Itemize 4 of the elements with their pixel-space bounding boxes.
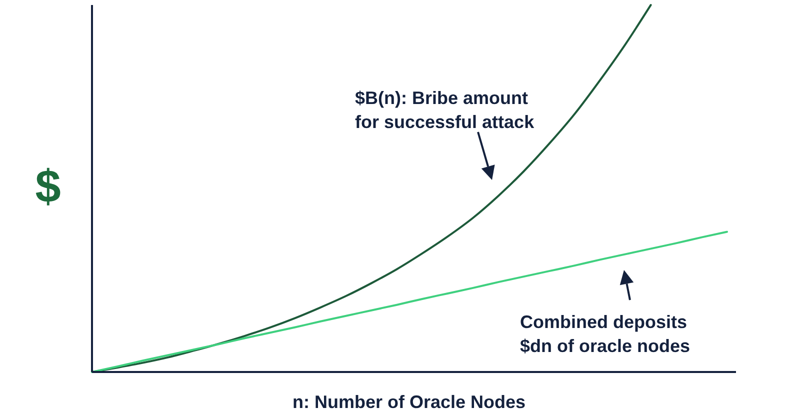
y-axis-title: $ <box>35 160 61 212</box>
annotation: Combined deposits $dn of oracle nodes <box>520 312 690 356</box>
x-axis-title: n: Number of Oracle Nodes <box>292 392 526 412</box>
annotation: $B(n): Bribe amount for successful attack <box>355 88 536 132</box>
